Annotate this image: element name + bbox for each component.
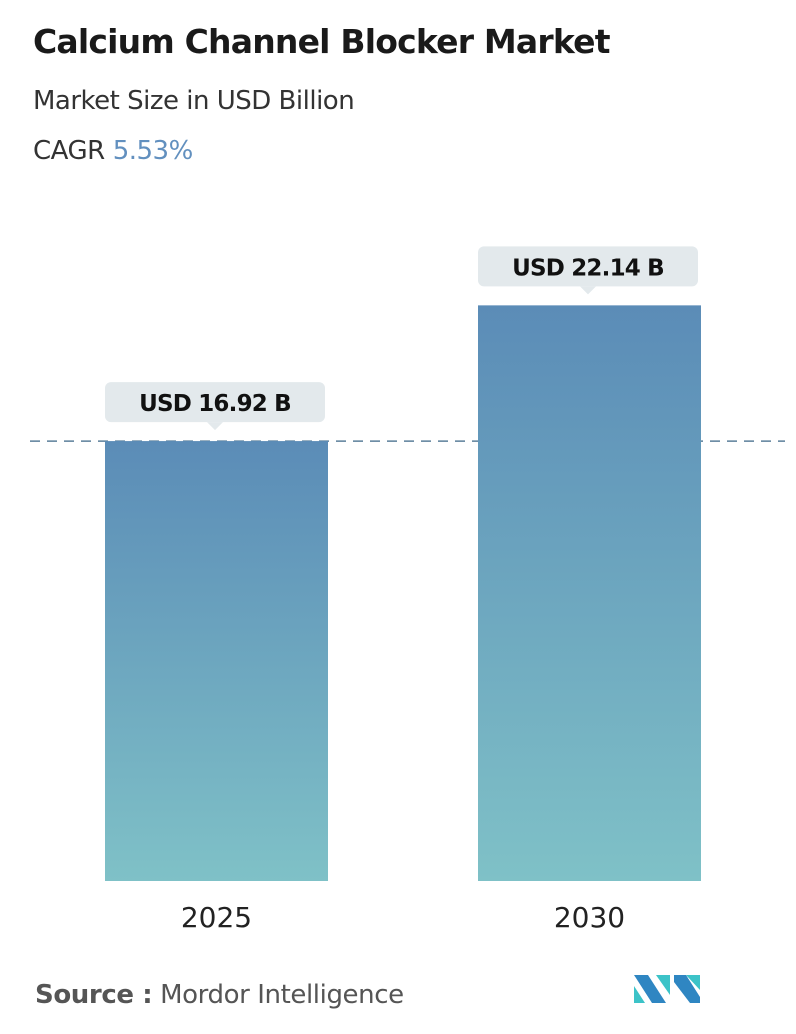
x-tick-label: 2030 (554, 901, 625, 934)
x-tick-label: 2025 (181, 901, 252, 934)
bar-2030 (478, 305, 701, 881)
chart-title: Calcium Channel Blocker Market (33, 22, 610, 61)
cagr: CAGR 5.53% (33, 136, 193, 166)
cagr-value: 5.53% (112, 136, 194, 166)
data-label: USD 16.92 B (139, 391, 291, 417)
chart-subtitle: Market Size in USD Billion (33, 86, 355, 116)
source-label: Source : (35, 980, 153, 1010)
data-label-pointer (580, 286, 596, 295)
data-label-bubble (478, 246, 698, 287)
data-label: USD 22.14 B (512, 255, 664, 281)
source: Source : Mordor Intelligence (35, 980, 404, 1010)
bar-2025 (105, 441, 328, 881)
data-label-pointer (207, 422, 223, 431)
cagr-label: CAGR (33, 136, 105, 166)
data-label-bubble (105, 382, 325, 423)
source-value: Mordor Intelligence (160, 980, 404, 1010)
